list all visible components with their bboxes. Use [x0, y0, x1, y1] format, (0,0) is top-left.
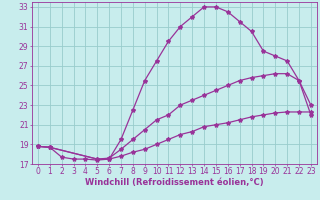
X-axis label: Windchill (Refroidissement éolien,°C): Windchill (Refroidissement éolien,°C): [85, 178, 264, 187]
